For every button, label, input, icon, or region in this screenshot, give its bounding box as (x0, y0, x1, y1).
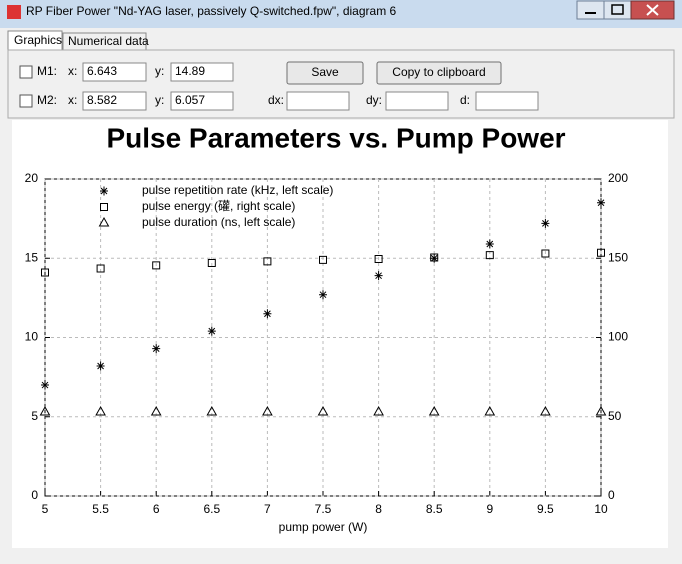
data-point (319, 255, 327, 264)
cursor-label: M1: (37, 64, 57, 78)
legend-label: pulse energy (礶, right scale) (142, 199, 295, 213)
data-point (150, 405, 162, 416)
tab-label: Graphics (14, 33, 62, 47)
y2-tick-label: 200 (608, 171, 628, 185)
data-point (319, 290, 327, 300)
y2-tick-label: 50 (608, 409, 622, 423)
data-point (430, 253, 439, 262)
x-axis-label: pump power (W) (279, 520, 368, 534)
delta-input[interactable] (286, 91, 350, 111)
data-point (428, 405, 440, 416)
data-point (41, 268, 49, 277)
x-value: 8.582 (87, 93, 117, 107)
data-point (541, 249, 550, 258)
y2-tick-label: 150 (608, 250, 628, 264)
app-icon (7, 5, 21, 19)
data-point (263, 257, 272, 266)
x-tick-label: 6 (153, 502, 160, 516)
data-point (39, 405, 51, 416)
button-label: Save (311, 65, 339, 79)
data-point (207, 326, 216, 336)
data-point (374, 271, 383, 281)
delta-label: d: (460, 93, 470, 107)
y-label: y: (155, 93, 164, 107)
data-point (430, 253, 439, 263)
y-input[interactable] (170, 62, 234, 82)
legend-label: pulse repetition rate (kHz, left scale) (142, 183, 333, 197)
data-point (595, 405, 607, 416)
data-point (484, 405, 496, 416)
data-point (263, 309, 272, 319)
data-point (152, 261, 161, 270)
x-input[interactable] (82, 62, 147, 82)
y-tick-label: 5 (31, 409, 38, 423)
y2-tick-label: 100 (608, 330, 628, 344)
chart-title: Pulse Parameters vs. Pump Power (106, 122, 565, 153)
delta-label: dx: (268, 93, 284, 107)
data-point (541, 218, 550, 228)
chart-area (12, 120, 668, 548)
x-value: 6.643 (87, 64, 117, 78)
save-button[interactable] (286, 61, 364, 85)
y2-tick-label: 0 (608, 488, 615, 502)
x-tick-label: 7 (264, 502, 271, 516)
delta-label: dy: (366, 93, 382, 107)
data-point (374, 255, 383, 264)
y-value: 14.89 (175, 64, 205, 78)
legend-marker (98, 216, 110, 227)
tab-label: Numerical data (68, 34, 149, 48)
data-point (373, 405, 384, 416)
y-label: y: (155, 64, 164, 78)
delta-input[interactable] (475, 91, 539, 111)
legend-marker (100, 203, 108, 211)
x-tick-label: 6.5 (203, 502, 220, 516)
y-tick-label: 0 (31, 488, 38, 502)
x-input[interactable] (82, 91, 147, 111)
maximize-button[interactable] (603, 0, 632, 20)
data-point (262, 405, 273, 416)
legend-marker (100, 186, 108, 196)
cursor-label: M2: (37, 93, 57, 107)
y-tick-label: 10 (25, 330, 39, 344)
data-point (206, 405, 218, 416)
x-tick-label: 10 (594, 502, 608, 516)
y-input[interactable] (170, 91, 234, 111)
maximize-icon (611, 4, 624, 15)
x-tick-label: 8.5 (426, 502, 443, 516)
minimize-button[interactable] (576, 0, 605, 20)
x-tick-label: 9.5 (537, 502, 554, 516)
data-point (540, 405, 551, 416)
x-label: x: (68, 64, 77, 78)
data-point (317, 405, 329, 416)
x-tick-label: 5 (42, 502, 49, 516)
y-tick-label: 15 (25, 250, 39, 264)
data-point (207, 259, 216, 268)
data-point (485, 251, 494, 260)
checkbox[interactable] (19, 94, 33, 108)
window-title: RP Fiber Power "Nd-YAG laser, passively … (26, 4, 397, 18)
delta-input[interactable] (385, 91, 449, 111)
data-point (95, 405, 106, 416)
data-point (96, 361, 105, 371)
x-tick-label: 7.5 (315, 502, 332, 516)
x-label: x: (68, 93, 77, 107)
x-tick-label: 9 (486, 502, 493, 516)
checkbox[interactable] (19, 65, 33, 79)
x-tick-label: 5.5 (92, 502, 109, 516)
y-tick-label: 20 (25, 171, 39, 185)
data-point (485, 239, 494, 249)
title-bar (0, 0, 682, 28)
x-tick-label: 8 (375, 502, 382, 516)
data-point (41, 380, 49, 390)
button-label: Copy to clipboard (392, 65, 485, 79)
data-point (152, 344, 161, 354)
data-point (96, 264, 105, 273)
copy-button[interactable] (376, 61, 502, 85)
data-point (597, 198, 605, 208)
close-icon (646, 4, 659, 16)
data-point (597, 248, 605, 257)
y-value: 6.057 (175, 93, 205, 107)
legend-label: pulse duration (ns, left scale) (142, 215, 295, 229)
